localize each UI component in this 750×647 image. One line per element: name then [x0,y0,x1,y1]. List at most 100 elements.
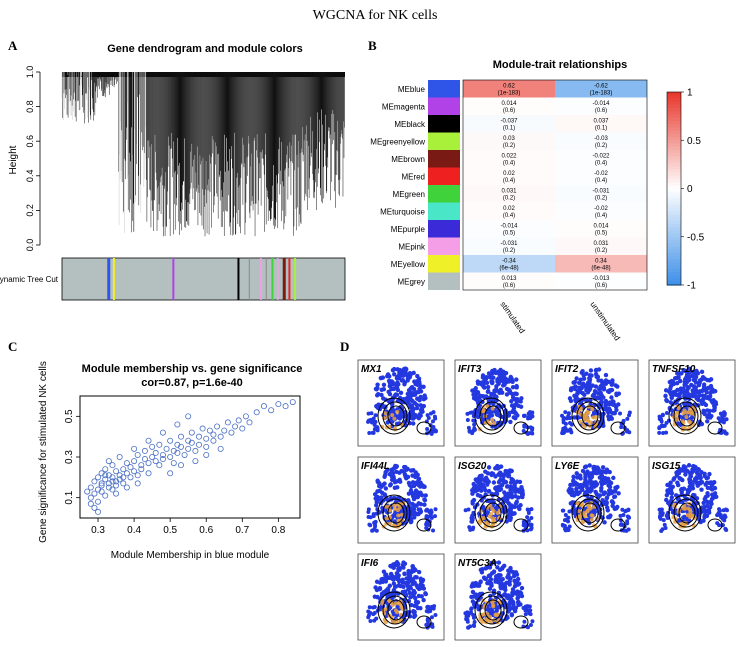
feature-plot-cell [722,518,727,523]
scatter-point [174,449,181,456]
feature-plot-cell [379,577,384,582]
feature-plot-cell [391,612,397,617]
scatter-point [181,451,188,458]
scatter-point [91,478,98,485]
feature-plot-cell [620,507,625,512]
panel-c: C Module membership vs. gene significanc… [8,339,302,561]
scatter-xlabel: Module Membership in blue module [111,550,270,561]
feature-plot-hot-cell [384,521,389,526]
heatmap-cell-pvalue: (6e-48) [591,266,610,272]
feature-plot-gene-label: IFI6 [361,558,379,569]
feature-plot-cell [618,411,623,416]
scatter-point [109,474,116,481]
feature-plot-cell [615,504,620,510]
module-color-swatch [428,220,460,238]
legend-gradient-step [667,182,681,186]
scatter-point [282,403,289,410]
feature-plot-hot-cell [384,425,389,430]
feature-plot-cell [381,387,387,392]
feature-plot-cell [482,377,487,382]
feature-plot-cell [401,565,406,570]
feature-plot-cell [412,609,417,615]
feature-plot-gene-label: NT5C3A [458,558,497,569]
feature-plot-cell [713,389,718,394]
feature-plot-cell [612,489,618,494]
feature-plot-cell [588,368,594,373]
feature-plot-cell [500,414,506,420]
legend-tick-label: 0.5 [687,136,701,147]
feature-plot-cell [620,431,625,436]
feature-plot-cell [392,372,397,377]
scatter-point [98,480,105,487]
feature-plot-cell [525,625,530,630]
feature-plot-cell [485,480,490,485]
feature-plot-cell [693,385,698,390]
feature-plot-hot-cell [384,516,389,521]
feature-plot-cell [480,399,485,405]
feature-plot-cell [471,497,477,503]
feature-plot-cell [382,474,387,479]
feature-plot-cell [384,496,389,501]
legend-gradient-step [667,265,681,270]
feature-plot-cell [513,480,518,485]
feature-plot-cell [397,578,403,583]
feature-plot-cell [433,416,438,421]
feature-plot-cell [383,397,388,402]
feature-plot-cell [408,595,413,600]
feature-plot-cell [626,507,631,512]
feature-plot-isg15: ISG15 [648,456,736,544]
feature-plot-cell [387,378,392,384]
scatter-x-tick-label: 0.5 [163,525,177,536]
feature-plot-hot-cell [681,411,686,416]
feature-plot-cell [520,494,525,500]
feature-plot-cell [470,589,476,595]
scatter-x-tick-label: 0.6 [199,525,213,536]
feature-plot-hot-cell [396,513,401,518]
heatmap-cell-value: 0.014 [593,224,609,230]
scatter-point [196,441,203,448]
feature-plot-cell [371,512,376,517]
color-bar-stripe [265,258,267,300]
feature-plot-cell [385,467,390,472]
feature-plot-cell [506,608,512,613]
feature-plot-cell [496,593,502,598]
feature-plot-cell [663,526,668,531]
legend-gradient-step [667,220,681,225]
scatter-point [145,460,152,467]
feature-plot-cell [604,495,610,500]
feature-plot-cell [494,384,499,389]
scatter-point [109,486,116,493]
heatmap-row-label: MEgreen [393,190,425,199]
feature-plot-cell [504,392,510,397]
feature-plot-cell [521,519,526,524]
feature-plot-cell [518,399,523,404]
dendrogram-y-tick-label: 0.4 [25,170,35,183]
feature-plot-cell [372,610,377,615]
feature-plot-cell [409,602,414,608]
legend-gradient-step [667,111,681,116]
dendrogram-y-tick-label: 1.0 [25,66,35,79]
feature-plot-cell [659,528,664,533]
legend-gradient-step [667,127,681,132]
scatter-ylabel: Gene significance for stimulated NK cell… [38,361,49,543]
scatter-x-tick-label: 0.4 [127,525,141,536]
feature-plot-cell [597,493,603,498]
feature-plot-cell [568,427,573,432]
feature-plot-cell [599,393,604,398]
feature-plot-cell [698,475,703,481]
legend-gradient-step [667,143,681,148]
feature-plot-cell [574,471,579,476]
feature-plot-cell [496,572,501,578]
heatmap-cell-value: 0.62 [503,84,515,90]
feature-plot-cell [413,599,419,605]
feature-plot-cell [377,580,383,585]
feature-plot-hot-cell [390,413,395,418]
feature-plot-cell [404,476,409,481]
feature-plot-cell [664,411,669,416]
scatter-y-tick-label: 0.5 [64,409,75,423]
module-color-swatch [428,97,460,115]
feature-plot-hot-cell [490,406,495,411]
feature-plot-cell [519,585,525,591]
feature-plot-contour [610,421,626,435]
